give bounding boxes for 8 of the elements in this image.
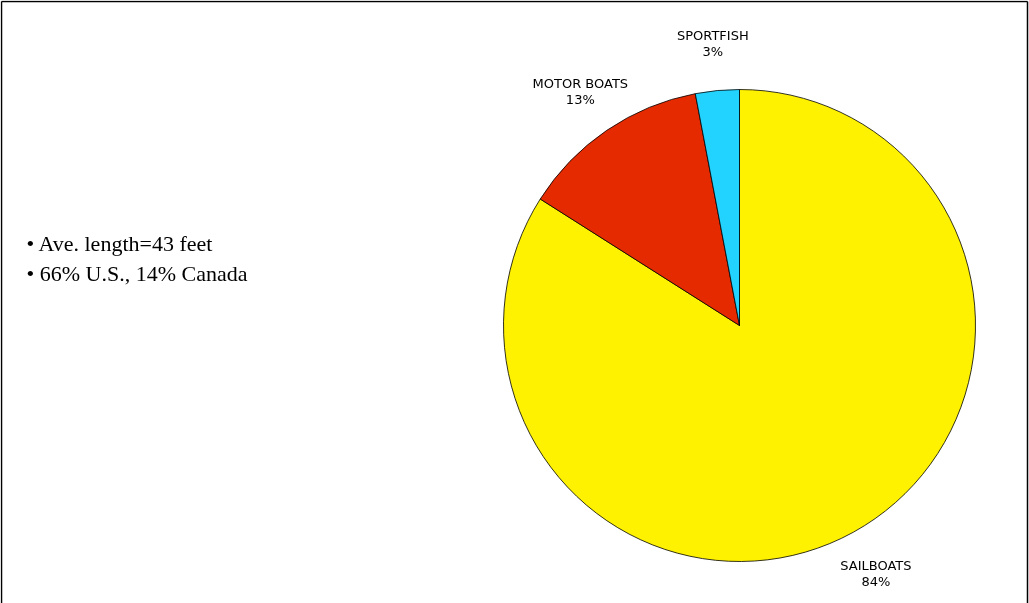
data-label: 84% (861, 574, 891, 590)
data-label: 3% (702, 44, 724, 60)
slice-label: SAILBOATS (840, 558, 912, 574)
slice-label: MOTOR BOATS (532, 75, 629, 91)
slice-label: SPORTFISH (677, 28, 749, 44)
text: • Ave. length=43 feet (26, 231, 213, 256)
text: • 66% U.S., 14% Canada (26, 261, 248, 286)
data-label: 13% (565, 91, 595, 107)
